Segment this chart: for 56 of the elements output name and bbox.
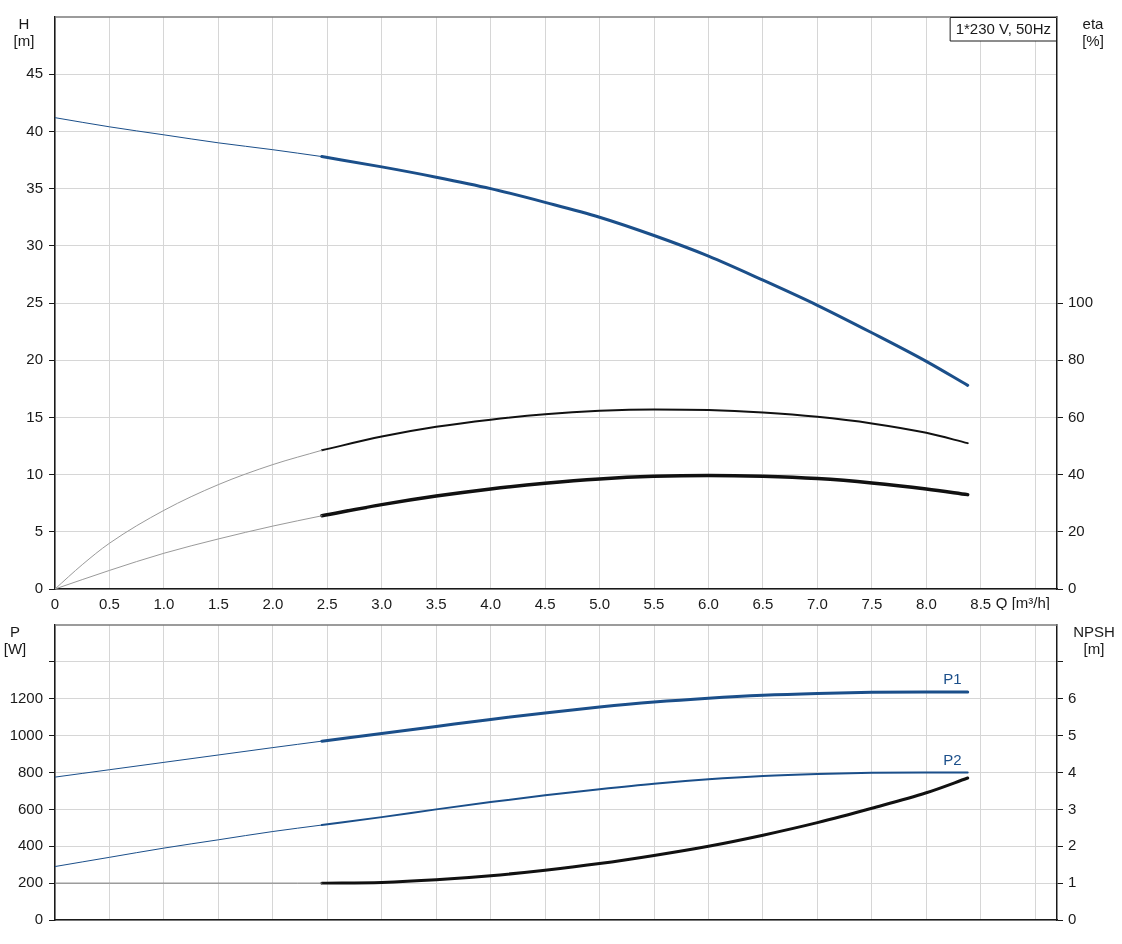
y-tick-label: 15 — [26, 407, 43, 425]
y-tick-label: 45 — [26, 64, 43, 82]
series-label: P1 — [943, 670, 962, 688]
y-axis-title: H [m] — [13, 15, 35, 50]
x-tick-label: 2.5 — [316, 595, 338, 613]
y-tick-label: 10 — [26, 464, 43, 482]
y-tick-label: 0 — [34, 910, 43, 928]
series-label: P2 — [943, 750, 962, 768]
y2-tick-label: 0 — [1068, 579, 1077, 597]
x-tick-label: 1.5 — [207, 595, 229, 613]
y-tick-label: 40 — [26, 121, 43, 139]
y-tick-label: 200 — [17, 873, 43, 891]
x-axis-title: Q [m³/h] — [995, 593, 1050, 611]
x-tick-label: 4.0 — [480, 595, 502, 613]
y-tick-label: 800 — [17, 762, 43, 780]
x-tick-label: 2.0 — [262, 595, 284, 613]
y2-tick-label: 0 — [1068, 910, 1077, 928]
x-tick-label: 5.0 — [589, 595, 610, 613]
y2-tick-label: 40 — [1068, 464, 1085, 482]
y2-tick-label: 20 — [1068, 521, 1085, 539]
y2-tick-label: 4 — [1068, 762, 1077, 780]
y-tick-label: 1200 — [9, 688, 43, 706]
y2-tick-label: 80 — [1068, 350, 1085, 368]
y-tick-label: 25 — [26, 293, 43, 311]
y2-tick-label: 60 — [1068, 407, 1085, 425]
x-tick-label: 7.5 — [861, 595, 883, 613]
x-tick-label: 3.0 — [371, 595, 393, 613]
x-tick-label: 0.5 — [99, 595, 120, 613]
y2-tick-label: 3 — [1068, 799, 1077, 817]
x-tick-label: 6.0 — [698, 595, 719, 613]
y-tick-label: 30 — [26, 235, 43, 253]
x-tick-label: 5.5 — [643, 595, 665, 613]
y-tick-label: 600 — [17, 799, 43, 817]
y-tick-label: 1000 — [9, 725, 43, 743]
y-tick-label: 35 — [26, 178, 43, 196]
y-tick-label: 20 — [26, 350, 43, 368]
y2-tick-label: 1 — [1068, 873, 1077, 891]
y2-tick-label: 100 — [1068, 293, 1094, 311]
x-tick-label: 8.0 — [915, 595, 937, 613]
y-tick-label: 400 — [17, 836, 43, 854]
y2-tick-label: 2 — [1068, 836, 1077, 854]
x-tick-label: 0 — [50, 595, 60, 613]
x-tick-label: 4.5 — [534, 595, 556, 613]
y2-axis-title: NPSH [m] — [1073, 623, 1115, 658]
x-tick-label: 3.5 — [425, 595, 447, 613]
x-tick-label: 7.0 — [806, 595, 828, 613]
y-tick-label: 0 — [34, 579, 43, 597]
annotation: 1*230 V, 50Hz — [955, 19, 1052, 37]
x-tick-label: 6.5 — [752, 595, 774, 613]
y2-axis-title: eta [%] — [1082, 15, 1105, 50]
y-axis-title: P [W] — [3, 623, 27, 658]
x-tick-label: 1.0 — [153, 595, 175, 613]
y2-tick-label: 6 — [1068, 688, 1077, 706]
y-tick-label: 5 — [34, 521, 43, 539]
x-tick-label: 8.5 — [970, 595, 992, 613]
y2-tick-label: 5 — [1068, 725, 1077, 743]
